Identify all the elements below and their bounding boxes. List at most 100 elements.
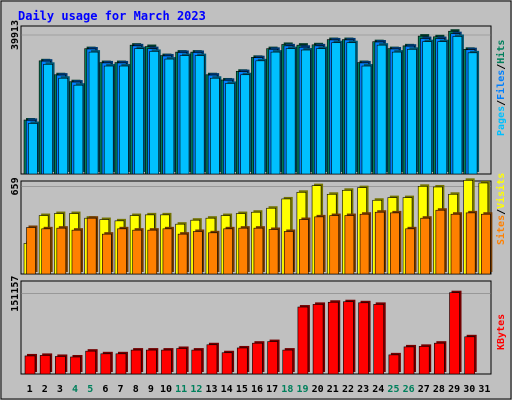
bar-kbytes-day-14 (221, 352, 233, 375)
bar-pages-day-15 (240, 74, 250, 175)
legend-item-pages: Pages (496, 106, 507, 136)
bar-sites-day-24 (374, 211, 385, 275)
bar-sites-day-9 (147, 229, 158, 275)
bar-kbytes-day-4 (70, 356, 81, 375)
bar-kbytes-day-17 (267, 341, 278, 375)
x-tick-label-day-28: 28 (433, 384, 445, 395)
bar-pages-day-23 (361, 65, 372, 175)
bar-sites-day-17 (268, 229, 279, 275)
bar-sites-day-28 (435, 209, 446, 275)
bar-kbytes-day-22 (343, 301, 354, 375)
chart-title: Daily usage for March 2023 (18, 9, 206, 23)
bar-kbytes-day-20 (312, 304, 324, 375)
bar-pages-day-14 (225, 83, 235, 175)
x-tick-label-day-5: 5 (87, 384, 93, 395)
bar-pages-day-19 (301, 49, 311, 175)
bar-sites-day-12 (192, 231, 203, 275)
bar-pages-day-20 (316, 48, 326, 175)
legend-hits-files-pages: Pages/Files/Hits (495, 40, 507, 136)
x-tick-label-day-17: 17 (266, 384, 278, 395)
legend-separator: / (496, 64, 507, 70)
y-tick-label-hits-files-pages: 39913 (10, 20, 21, 50)
bar-pages-day-12 (194, 55, 205, 175)
bar-sites-day-26 (405, 228, 415, 275)
x-tick-label-day-18: 18 (281, 384, 293, 395)
legend-visits-sites: Sites/Visits (495, 173, 507, 245)
bar-kbytes-day-23 (358, 302, 369, 375)
bar-kbytes-day-25 (388, 354, 400, 375)
x-tick-label-day-24: 24 (372, 384, 384, 395)
bar-kbytes-day-9 (145, 349, 157, 375)
bar-pages-day-21 (331, 42, 341, 175)
bar-kbytes-day-13 (206, 344, 218, 375)
bar-kbytes-day-10 (161, 349, 172, 375)
bar-sites-day-2 (41, 228, 51, 275)
bar-kbytes-day-12 (191, 349, 203, 375)
bar-sites-day-3 (56, 227, 67, 275)
legend-item-sites: Sites (495, 215, 507, 245)
legend-item-files: Files (495, 70, 507, 100)
bar-sites-day-19 (299, 219, 309, 275)
y-tick-label-visits-sites: 659 (10, 177, 21, 195)
legend-item-hits: Hits (495, 40, 507, 64)
bar-kbytes-day-27 (418, 346, 430, 375)
x-tick-label-day-30: 30 (463, 384, 475, 395)
bar-sites-day-30 (465, 212, 476, 275)
x-tick-label-day-3: 3 (57, 384, 63, 395)
bar-sites-day-21 (329, 215, 340, 275)
bar-kbytes-day-7 (115, 353, 127, 375)
bar-pages-day-9 (149, 51, 159, 175)
bar-sites-day-10 (162, 228, 173, 275)
bar-pages-day-28 (437, 41, 448, 175)
x-tick-label-day-7: 7 (118, 384, 124, 395)
bar-sites-day-31 (481, 213, 491, 275)
legend-separator: / (496, 100, 507, 106)
bar-pages-day-7 (119, 65, 129, 175)
bar-kbytes-day-15 (236, 347, 248, 375)
bar-sites-day-14 (223, 228, 233, 275)
bar-kbytes-day-19 (297, 306, 309, 375)
bar-pages-day-5 (88, 51, 99, 175)
bar-kbytes-day-18 (282, 349, 294, 375)
x-tick-label-day-25: 25 (387, 384, 399, 395)
x-tick-label-day-21: 21 (327, 384, 339, 395)
x-tick-label-day-8: 8 (133, 384, 139, 395)
bar-pages-day-13 (210, 77, 220, 175)
bar-pages-day-29 (452, 36, 463, 175)
bar-pages-day-22 (346, 42, 357, 175)
bar-kbytes-day-28 (434, 342, 445, 375)
bar-sites-day-7 (117, 228, 127, 275)
bar-pages-day-25 (391, 51, 402, 175)
bar-sites-day-8 (132, 229, 142, 275)
legend-item-visits: Visits (495, 173, 507, 209)
x-tick-label-day-16: 16 (251, 384, 263, 395)
bar-kbytes-day-11 (176, 348, 187, 375)
bar-sites-day-22 (344, 215, 355, 275)
bar-sites-day-13 (208, 232, 218, 275)
bar-sites-day-20 (314, 216, 324, 275)
x-tick-label-day-22: 22 (342, 384, 354, 395)
x-tick-label-day-26: 26 (403, 384, 415, 395)
bar-kbytes-day-21 (327, 301, 339, 375)
bar-sites-day-18 (283, 231, 294, 275)
bar-kbytes-day-2 (39, 355, 51, 375)
bar-kbytes-day-30 (464, 336, 475, 375)
bar-sites-day-29 (450, 213, 461, 275)
x-tick-label-day-12: 12 (190, 384, 202, 395)
bar-sites-day-16 (253, 227, 264, 275)
x-tick-label-day-23: 23 (357, 384, 369, 395)
bar-kbytes-day-1 (24, 355, 36, 375)
x-tick-label-day-19: 19 (296, 384, 308, 395)
legend-separator: / (496, 209, 507, 215)
bar-kbytes-day-8 (130, 349, 142, 375)
bar-kbytes-day-24 (373, 304, 385, 375)
bar-sites-day-23 (359, 213, 370, 275)
bar-pages-day-8 (134, 48, 144, 175)
x-tick-label-day-10: 10 (160, 384, 172, 395)
bar-kbytes-day-5 (85, 350, 96, 375)
bar-sites-day-11 (177, 233, 188, 275)
bar-pages-day-18 (285, 48, 296, 175)
legend-kbytes: KBytes (496, 314, 507, 350)
x-tick-label-day-31: 31 (478, 384, 490, 395)
